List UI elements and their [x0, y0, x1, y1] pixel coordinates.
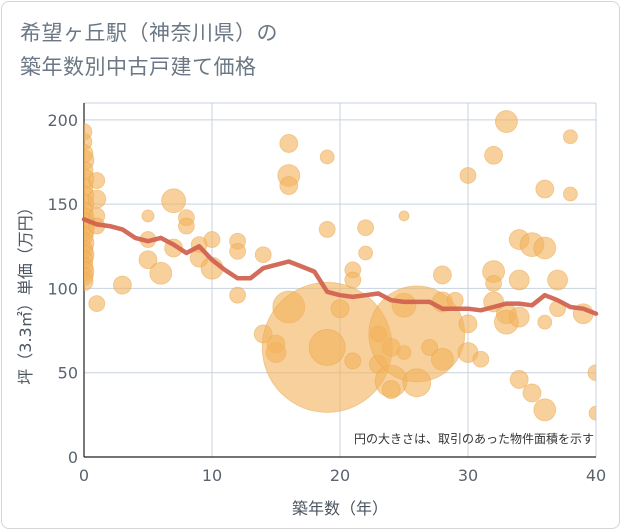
bubble-point	[402, 368, 432, 398]
y-tick-label: 0	[68, 448, 78, 467]
bubble-point	[344, 352, 362, 370]
bubble-point	[308, 329, 346, 366]
bubble-point	[563, 129, 578, 145]
bubble-point	[533, 236, 557, 260]
chart-title-line-1: 希望ヶ丘駅（神奈川県）の	[20, 21, 278, 45]
bubble-point	[87, 189, 107, 209]
x-tick-label: 20	[330, 466, 350, 485]
average-line-layer	[81, 217, 599, 316]
bubble-point	[254, 246, 272, 264]
bubble-point	[522, 383, 542, 403]
bubble-point	[358, 245, 374, 261]
bubble-point	[161, 188, 187, 214]
bubble-point	[459, 167, 477, 184]
bubble-point	[472, 350, 490, 368]
bubble-point	[484, 145, 504, 165]
y-tick-label: 150	[47, 195, 78, 214]
bubble-point	[330, 299, 350, 319]
y-tick-label: 200	[47, 111, 78, 130]
bubble-point	[485, 274, 503, 292]
bubble-point	[398, 210, 410, 222]
x-tick-label: 10	[202, 466, 222, 485]
axis-ticks: 0 10 20 30 40 0 50 100 150 200	[47, 111, 606, 485]
average-price-line	[81, 217, 599, 316]
bubble-point	[446, 291, 464, 309]
bubble-point	[279, 134, 299, 153]
chart-title: 希望ヶ丘駅（神奈川県）の 築年数別中古戸建て価格	[20, 16, 278, 84]
x-tick-label: 0	[79, 466, 89, 485]
bubble-point	[319, 149, 335, 165]
bubble-point	[547, 269, 568, 291]
bubble-point	[430, 347, 454, 371]
x-axis-label: 築年数（年）	[292, 499, 388, 518]
bubble-point	[344, 271, 362, 289]
bubble-point	[508, 306, 530, 328]
bubble-point	[318, 221, 336, 238]
x-tick-label: 30	[458, 466, 478, 485]
bubble-point	[203, 231, 221, 248]
bubble-point	[533, 398, 557, 422]
bubble-point	[177, 217, 195, 235]
bubble-point	[537, 314, 553, 330]
bubble-point	[141, 209, 155, 223]
y-tick-label: 100	[47, 279, 78, 298]
bubble-point	[229, 286, 247, 304]
chart-title-line-2: 築年数別中古戸建て価格	[20, 55, 257, 79]
bubble-point	[84, 272, 94, 292]
bubble-point	[421, 339, 439, 356]
bubble-layer	[84, 110, 596, 422]
bubble-point	[357, 219, 375, 237]
bubble-point	[458, 314, 478, 334]
x-tick-label: 40	[586, 466, 606, 485]
bubble-point	[432, 265, 452, 285]
y-tick-label: 50	[58, 364, 78, 383]
bubble-size-note: 円の大きさは、取引のあった物件面積を示す	[354, 431, 594, 446]
bubble-point	[509, 370, 529, 389]
bubble-point	[535, 179, 555, 199]
bubble-point	[494, 110, 518, 133]
bubble-point	[587, 364, 596, 382]
y-axis-label: 坪（3.3㎡）単価（万円）	[16, 199, 35, 384]
bubble-point	[149, 261, 173, 285]
bubble-point	[381, 380, 401, 399]
bubble-point	[563, 186, 578, 202]
bubble-point	[138, 250, 158, 270]
bubble-point	[88, 295, 106, 313]
bubble-point	[588, 405, 596, 421]
bubble-point	[88, 172, 106, 189]
bubble-point	[113, 275, 132, 295]
bubble-point	[279, 176, 299, 196]
bubble-point	[229, 242, 247, 260]
bubble-point	[508, 269, 530, 291]
